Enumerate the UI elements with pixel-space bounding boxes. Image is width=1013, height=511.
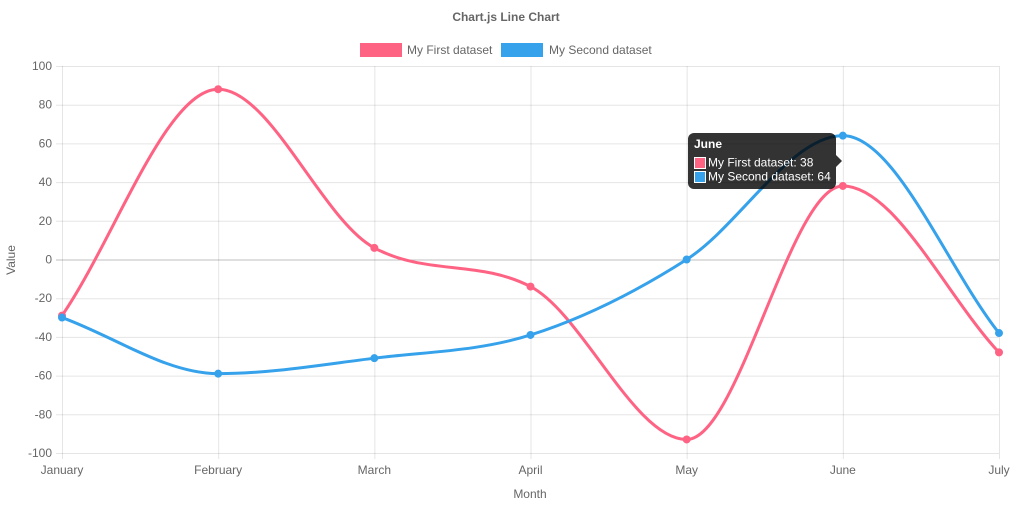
grid-lines xyxy=(56,66,1000,459)
data-points[interactable] xyxy=(58,85,1003,444)
legend-swatch xyxy=(360,43,402,57)
data-point-my-second-dataset-june[interactable] xyxy=(838,131,847,140)
y-axis-title: Value xyxy=(4,245,18,275)
legend-label: My Second dataset xyxy=(549,43,652,57)
data-point-my-second-dataset-may[interactable] xyxy=(682,255,691,264)
legend-item-my-second-dataset[interactable]: My Second dataset xyxy=(501,43,652,57)
tick-labels: -100 -80 -60 -40 -20 0 20 40 60 80 100 January Febru… xyxy=(28,59,1010,477)
x-tick-label-july: July xyxy=(988,463,1009,477)
x-tick-label-may: May xyxy=(675,463,698,477)
tooltip-swatch-my-second-dataset xyxy=(694,171,706,183)
y-tick-label: 20 xyxy=(39,214,53,228)
y-tick-label: 60 xyxy=(39,136,53,150)
tooltip-box xyxy=(688,133,836,189)
y-tick-label: -40 xyxy=(35,330,53,344)
data-point-my-first-dataset-july[interactable] xyxy=(995,348,1003,357)
data-point-my-first-dataset-may[interactable] xyxy=(682,435,691,444)
x-axis-title: Month xyxy=(513,487,546,501)
tooltip-line-my-first-dataset: My First dataset: 38 xyxy=(708,156,814,170)
tooltip-line-my-second-dataset: My Second dataset: 64 xyxy=(708,170,831,184)
data-point-my-first-dataset-april[interactable] xyxy=(526,282,535,291)
legend[interactable]: My First dataset My Second dataset xyxy=(360,43,652,57)
tooltip-title: June xyxy=(694,137,722,151)
y-tick-label: -80 xyxy=(35,407,53,421)
y-tick-label: 40 xyxy=(39,175,53,189)
data-point-my-second-dataset-february[interactable] xyxy=(214,369,223,378)
tooltip-swatch-my-first-dataset xyxy=(694,157,706,169)
legend-label: My First dataset xyxy=(407,43,493,57)
y-tick-label: -100 xyxy=(28,446,52,460)
x-tick-label-march: March xyxy=(358,463,391,477)
y-tick-label: -20 xyxy=(35,291,53,305)
data-point-my-first-dataset-february[interactable] xyxy=(214,85,223,94)
data-point-my-second-dataset-march[interactable] xyxy=(370,354,379,363)
data-point-my-first-dataset-march[interactable] xyxy=(370,243,379,252)
x-tick-label-february: February xyxy=(194,463,242,477)
x-tick-label-april: April xyxy=(518,463,542,477)
y-tick-label: 80 xyxy=(39,98,53,112)
legend-swatch xyxy=(501,43,543,57)
y-tick-label: 0 xyxy=(45,253,52,267)
x-tick-label-january: January xyxy=(41,463,84,477)
chart-title: Chart.js Line Chart xyxy=(452,10,559,24)
x-tick-label-june: June xyxy=(830,463,856,477)
data-point-my-second-dataset-april[interactable] xyxy=(526,330,535,339)
data-point-my-first-dataset-june[interactable] xyxy=(838,181,847,190)
legend-item-my-first-dataset[interactable]: My First dataset xyxy=(360,43,493,57)
tooltip-caret xyxy=(836,155,842,167)
data-point-my-second-dataset-january[interactable] xyxy=(58,313,66,322)
y-tick-label: 100 xyxy=(32,59,52,73)
y-tick-label: -60 xyxy=(35,369,53,383)
data-point-my-second-dataset-july[interactable] xyxy=(995,329,1003,338)
